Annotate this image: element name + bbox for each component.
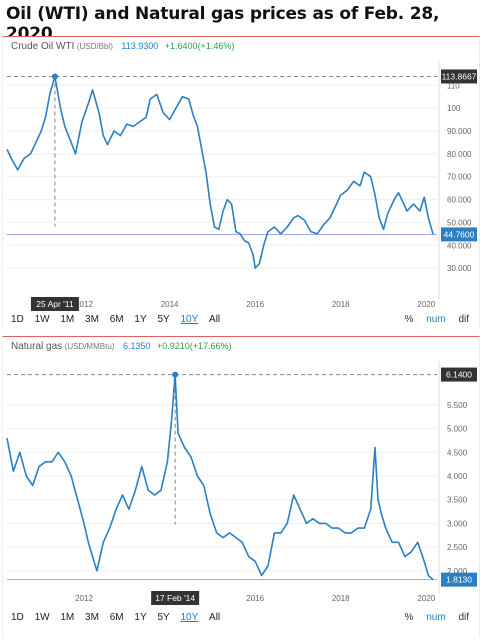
y-tick-label: 4.500 [447, 448, 468, 457]
series-unit: (USD/MMBtu) [64, 342, 115, 351]
mode-dif[interactable]: dif [458, 612, 469, 623]
y-tick-label: 2.500 [447, 543, 468, 552]
series-name: Crude Oil WTI [11, 41, 75, 52]
last-value-label: 1.8130 [446, 575, 472, 585]
price-series-line [6, 75, 434, 269]
hover-date-label: 17 Feb '14 [155, 593, 195, 603]
mode-num[interactable]: num [426, 612, 446, 623]
y-tick-label: 5.000 [447, 425, 468, 434]
y-tick-label: 5.500 [447, 401, 468, 410]
period-selector: 1D 1W 1M 3M 6M 1Y 5Y 10Y All [11, 612, 228, 623]
x-tick-label: 2020 [417, 300, 435, 309]
y-tick-label: 3.000 [447, 519, 468, 528]
hover-date-label: 25 Apr '11 [36, 299, 74, 309]
series-unit: (USD/Bbl) [76, 42, 113, 51]
period-1m[interactable]: 1M [60, 314, 75, 325]
y-tick-label: 70.000 [447, 173, 472, 182]
crude-oil-chart[interactable]: 30.000 40.000 50.000 60.000 70.000 80.000 90.0… [3, 37, 479, 313]
hover-value-box [441, 367, 477, 382]
period-1w[interactable]: 1W [34, 314, 50, 325]
period-6m[interactable]: 6M [109, 314, 124, 325]
hover-point [51, 73, 58, 80]
hover-value-box [441, 69, 477, 84]
y-tick-label: 60.000 [447, 196, 472, 205]
period-1d[interactable]: 1D [11, 314, 24, 325]
x-tick-label: 2016 [246, 300, 264, 309]
mode-selector: % num dif [395, 314, 469, 325]
y-tick-label: 50.000 [447, 218, 472, 227]
y-tick-label: 30.000 [447, 264, 472, 273]
period-5y[interactable]: 5Y [157, 314, 170, 325]
hover-date-box [151, 591, 200, 605]
period-10y[interactable]: 10Y [180, 314, 199, 325]
natural-gas-chart[interactable]: 2.000 2.500 3.000 3.500 4.000 4.500 5.000 5.500… [3, 337, 479, 611]
hover-value-label: 6.1400 [446, 370, 472, 380]
series-price: 6.1350 [122, 341, 151, 351]
natural-gas-panel: Natural gas (USD/MMBtu) 6.1350 +0.9210(+… [2, 336, 480, 637]
period-selector: 1D 1W 1M 3M 6M 1Y 5Y 10Y All [11, 314, 228, 325]
hover-date-box [30, 297, 79, 311]
crude-oil-panel: Crude Oil WTI (USD/Bbl) 113.9300 +1.6400… [2, 36, 480, 329]
y-tick-label: 2.000 [447, 567, 468, 576]
period-1w[interactable]: 1W [34, 612, 50, 623]
last-value-box [441, 572, 477, 587]
hover-value-label: 113.8667 [442, 71, 477, 81]
period-1m[interactable]: 1M [60, 612, 75, 623]
series-change: +0.9210(+17.66%) [157, 341, 232, 351]
last-value-label: 44.7600 [444, 229, 475, 239]
series-change: +1.6400(+1.46%) [164, 41, 235, 51]
chart-header: Natural gas (USD/MMBtu) 6.1350 +0.9210(+… [11, 341, 232, 352]
last-value-box [441, 227, 477, 242]
period-all[interactable]: All [209, 314, 221, 325]
mode-num[interactable]: num [426, 314, 446, 325]
y-tick-label: 4.000 [447, 472, 468, 481]
series-name: Natural gas [11, 341, 63, 352]
x-tick-label: 2018 [332, 300, 350, 309]
period-1d[interactable]: 1D [11, 612, 24, 623]
mode-dif[interactable]: dif [458, 314, 469, 325]
x-tick-label: 2016 [246, 594, 264, 603]
y-tick-label: 40.000 [447, 241, 472, 250]
hover-point [172, 371, 179, 378]
y-tick-label: 110 [447, 81, 460, 90]
x-tick-label: 2012 [75, 594, 93, 603]
series-price: 113.9300 [121, 41, 159, 51]
period-3m[interactable]: 3M [85, 314, 99, 325]
period-1y[interactable]: 1Y [134, 612, 147, 623]
y-tick-label: 100 [447, 104, 461, 113]
y-tick-label: 3.500 [447, 496, 468, 505]
x-tick-label: 2018 [332, 594, 350, 603]
period-6m[interactable]: 6M [109, 612, 124, 623]
mode-percent[interactable]: % [404, 314, 414, 325]
period-10y[interactable]: 10Y [180, 612, 199, 623]
period-1y[interactable]: 1Y [134, 314, 147, 325]
chart-header: Crude Oil WTI (USD/Bbl) 113.9300 +1.6400… [11, 41, 234, 52]
x-tick-label: 2014 [161, 300, 179, 309]
x-tick-label: 2020 [417, 594, 435, 603]
mode-selector: % num dif [395, 612, 469, 623]
period-all[interactable]: All [209, 612, 221, 623]
price-series-line [6, 373, 434, 581]
period-5y[interactable]: 5Y [157, 612, 170, 623]
y-tick-label: 80.000 [447, 150, 472, 159]
y-tick-label: 90.000 [447, 127, 472, 136]
mode-percent[interactable]: % [404, 612, 414, 623]
x-tick-label: 2012 [75, 300, 93, 309]
period-3m[interactable]: 3M [85, 612, 99, 623]
